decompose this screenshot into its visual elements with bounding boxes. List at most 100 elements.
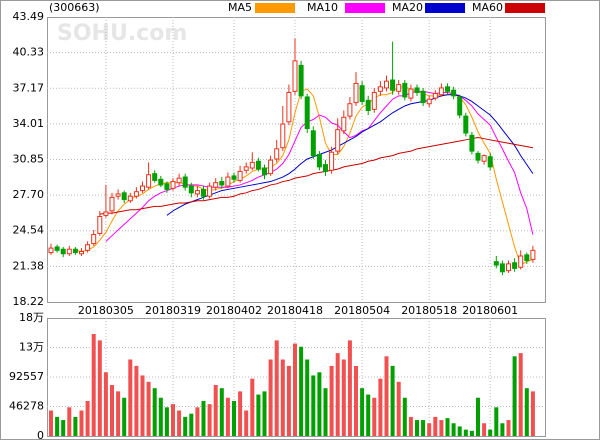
volume-bar [225,397,230,436]
volume-bar [494,407,499,436]
volume-bar [354,365,358,436]
volume-bar [384,356,389,436]
volume-bar [482,423,487,436]
x-tick-label: 20180402 [206,304,262,317]
volume-bar [476,397,480,436]
ma-line [99,137,533,215]
candle-body [194,190,200,195]
candle-body [402,82,408,98]
volume-bar [79,410,84,436]
volume-bar [439,420,444,436]
volume-bar [347,340,352,436]
candle-body [262,167,267,176]
volume-bar [103,372,108,436]
candle-body [426,98,432,105]
candle-body [286,91,292,123]
volume-bar [341,359,346,436]
volume-bar [268,359,273,436]
volume-bar [427,423,432,436]
candle-body [408,88,414,99]
candle-body [457,96,463,116]
volume-bar [122,397,127,436]
y-tick-label: 0 [37,429,44,440]
volume-bar [152,388,157,436]
candle-body [219,181,225,186]
candle-body [146,174,152,188]
y-tick-label: 30.85 [13,153,45,166]
volume-bar [250,378,255,436]
volume-bar [116,391,121,436]
y-tick-label: 37.17 [13,81,45,94]
volume-bar [372,397,377,436]
volume-bar [506,420,511,436]
volume-bar [512,356,517,436]
legend-swatch [505,3,545,13]
volume-bar [323,388,328,436]
candle-body [487,156,493,168]
candle-body [121,192,127,201]
volume-bar [469,430,474,436]
volume-bar [201,400,206,436]
volume-bar [299,346,304,436]
y-tick-label: 18.22 [13,295,45,308]
x-tick-label: 20180601 [462,304,518,317]
volume-bar [530,391,535,436]
candle-body [493,261,499,266]
candle-body [316,153,322,168]
legend-label: MA60 [472,1,503,14]
candle-body [512,262,518,269]
candle-body [225,176,231,187]
volume-bar [140,375,145,436]
volume-bar [49,410,53,436]
volume-bar [195,407,200,436]
candle-body [158,178,164,186]
candle-body [335,129,341,152]
candle-body [365,99,371,111]
legend-swatch [255,3,295,13]
y-tick-label: 13万 [19,340,44,353]
volume-bar [311,375,316,436]
volume-bar [97,340,102,436]
candle-body [48,247,54,254]
candle-body [304,96,310,130]
candle-body [445,86,450,92]
y-tick-label: 18万 [19,311,44,324]
volume-bar [488,429,493,436]
ma-line [75,86,534,266]
candle-body [414,87,420,93]
candle-body [371,91,377,110]
volume-bar [61,420,66,436]
volume-bar [85,400,90,436]
candle-body [176,177,182,184]
y-tick-label: 24.54 [13,224,45,237]
candle-body [506,263,511,272]
candle-body [213,182,219,188]
x-tick-label: 20180319 [145,304,201,317]
volume-bar [433,416,438,436]
candle-body [377,86,383,92]
candle-body [475,152,481,161]
candle-body [207,185,213,197]
legend-label: MA20 [392,1,423,14]
candle-body [249,161,255,169]
candle-body [329,151,335,171]
volume-bar [317,372,322,436]
volume-bar [207,404,212,436]
candle-body [298,64,304,97]
volume-bar [158,397,163,436]
candle-body [91,234,97,245]
candle-body [170,181,176,189]
candle-body [127,195,133,202]
volume-bar [421,420,426,436]
y-tick-label: 27.70 [13,188,45,201]
candle-body [341,116,347,132]
candle-body [182,176,188,188]
candle-body [152,173,158,181]
volume-bar [293,343,297,436]
candle-body [353,82,359,104]
volume-bar [445,418,450,436]
volume-bar [171,404,175,436]
volume-bar [280,359,285,436]
volume-bar [244,410,249,436]
